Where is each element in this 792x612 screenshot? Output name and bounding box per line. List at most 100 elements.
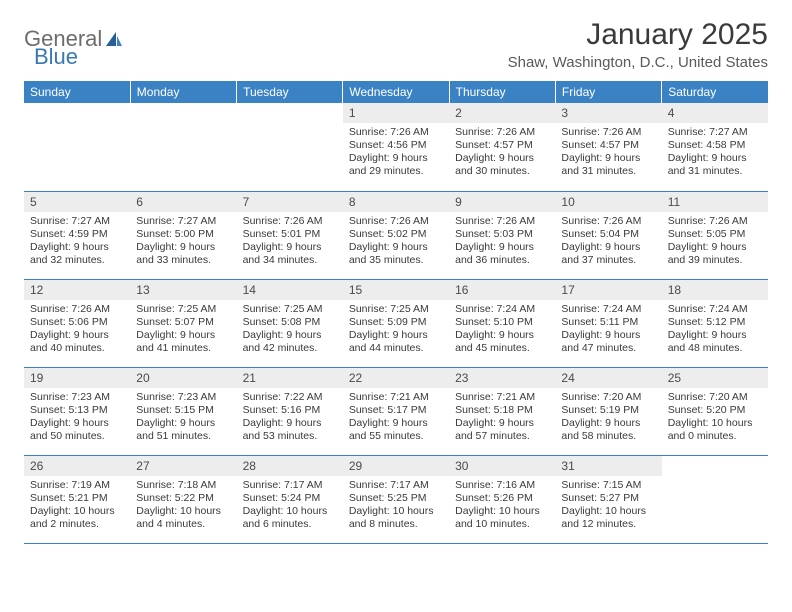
calendar-day-cell: 24Sunrise: 7:20 AMSunset: 5:19 PMDayligh… xyxy=(555,367,661,455)
calendar-day-cell: 6Sunrise: 7:27 AMSunset: 5:00 PMDaylight… xyxy=(130,191,236,279)
day-details: Sunrise: 7:26 AMSunset: 5:04 PMDaylight:… xyxy=(555,212,661,272)
weekday-header: Sunday xyxy=(24,81,130,103)
day-details: Sunrise: 7:26 AMSunset: 5:02 PMDaylight:… xyxy=(343,212,449,272)
day-number: 25 xyxy=(662,368,768,388)
day-details: Sunrise: 7:18 AMSunset: 5:22 PMDaylight:… xyxy=(130,476,236,536)
calendar-week-row: 19Sunrise: 7:23 AMSunset: 5:13 PMDayligh… xyxy=(24,367,768,455)
day-details: Sunrise: 7:23 AMSunset: 5:15 PMDaylight:… xyxy=(130,388,236,448)
day-details: Sunrise: 7:16 AMSunset: 5:26 PMDaylight:… xyxy=(449,476,555,536)
calendar-day-cell: 4Sunrise: 7:27 AMSunset: 4:58 PMDaylight… xyxy=(662,103,768,191)
weekday-header: Thursday xyxy=(449,81,555,103)
weekday-header: Monday xyxy=(130,81,236,103)
calendar-day-cell: 5Sunrise: 7:27 AMSunset: 4:59 PMDaylight… xyxy=(24,191,130,279)
calendar-empty-cell xyxy=(662,455,768,543)
day-details: Sunrise: 7:20 AMSunset: 5:19 PMDaylight:… xyxy=(555,388,661,448)
day-details: Sunrise: 7:15 AMSunset: 5:27 PMDaylight:… xyxy=(555,476,661,536)
calendar-day-cell: 23Sunrise: 7:21 AMSunset: 5:18 PMDayligh… xyxy=(449,367,555,455)
day-details: Sunrise: 7:20 AMSunset: 5:20 PMDaylight:… xyxy=(662,388,768,448)
day-number: 2 xyxy=(449,103,555,123)
day-number: 3 xyxy=(555,103,661,123)
day-number: 19 xyxy=(24,368,130,388)
day-details: Sunrise: 7:26 AMSunset: 4:57 PMDaylight:… xyxy=(449,123,555,183)
day-number: 21 xyxy=(237,368,343,388)
calendar-day-cell: 27Sunrise: 7:18 AMSunset: 5:22 PMDayligh… xyxy=(130,455,236,543)
calendar-day-cell: 7Sunrise: 7:26 AMSunset: 5:01 PMDaylight… xyxy=(237,191,343,279)
weekday-header: Wednesday xyxy=(343,81,449,103)
day-details: Sunrise: 7:26 AMSunset: 5:05 PMDaylight:… xyxy=(662,212,768,272)
day-number: 22 xyxy=(343,368,449,388)
day-number: 1 xyxy=(343,103,449,123)
weekday-header: Friday xyxy=(555,81,661,103)
day-details: Sunrise: 7:27 AMSunset: 4:59 PMDaylight:… xyxy=(24,212,130,272)
calendar-day-cell: 26Sunrise: 7:19 AMSunset: 5:21 PMDayligh… xyxy=(24,455,130,543)
calendar-empty-cell xyxy=(237,103,343,191)
calendar-week-row: 1Sunrise: 7:26 AMSunset: 4:56 PMDaylight… xyxy=(24,103,768,191)
day-number: 11 xyxy=(662,192,768,212)
calendar-header-row: SundayMondayTuesdayWednesdayThursdayFrid… xyxy=(24,81,768,103)
day-number: 30 xyxy=(449,456,555,476)
day-details: Sunrise: 7:27 AMSunset: 4:58 PMDaylight:… xyxy=(662,123,768,183)
day-number: 12 xyxy=(24,280,130,300)
calendar-day-cell: 2Sunrise: 7:26 AMSunset: 4:57 PMDaylight… xyxy=(449,103,555,191)
calendar-day-cell: 20Sunrise: 7:23 AMSunset: 5:15 PMDayligh… xyxy=(130,367,236,455)
calendar-day-cell: 22Sunrise: 7:21 AMSunset: 5:17 PMDayligh… xyxy=(343,367,449,455)
day-details: Sunrise: 7:23 AMSunset: 5:13 PMDaylight:… xyxy=(24,388,130,448)
day-number: 5 xyxy=(24,192,130,212)
day-details: Sunrise: 7:26 AMSunset: 4:57 PMDaylight:… xyxy=(555,123,661,183)
calendar-page: General January 2025 Shaw, Washington, D… xyxy=(0,0,792,544)
calendar-day-cell: 17Sunrise: 7:24 AMSunset: 5:11 PMDayligh… xyxy=(555,279,661,367)
calendar-week-row: 26Sunrise: 7:19 AMSunset: 5:21 PMDayligh… xyxy=(24,455,768,543)
calendar-day-cell: 1Sunrise: 7:26 AMSunset: 4:56 PMDaylight… xyxy=(343,103,449,191)
day-details: Sunrise: 7:17 AMSunset: 5:25 PMDaylight:… xyxy=(343,476,449,536)
day-details: Sunrise: 7:26 AMSunset: 4:56 PMDaylight:… xyxy=(343,123,449,183)
calendar-week-row: 5Sunrise: 7:27 AMSunset: 4:59 PMDaylight… xyxy=(24,191,768,279)
calendar-empty-cell xyxy=(24,103,130,191)
calendar-week-row: 12Sunrise: 7:26 AMSunset: 5:06 PMDayligh… xyxy=(24,279,768,367)
day-details: Sunrise: 7:26 AMSunset: 5:01 PMDaylight:… xyxy=(237,212,343,272)
day-details: Sunrise: 7:24 AMSunset: 5:10 PMDaylight:… xyxy=(449,300,555,360)
day-details: Sunrise: 7:25 AMSunset: 5:09 PMDaylight:… xyxy=(343,300,449,360)
calendar-day-cell: 11Sunrise: 7:26 AMSunset: 5:05 PMDayligh… xyxy=(662,191,768,279)
day-details: Sunrise: 7:24 AMSunset: 5:11 PMDaylight:… xyxy=(555,300,661,360)
title-block: January 2025 Shaw, Washington, D.C., Uni… xyxy=(508,18,768,71)
logo-sail-icon xyxy=(104,30,124,48)
day-number: 24 xyxy=(555,368,661,388)
calendar-day-cell: 29Sunrise: 7:17 AMSunset: 5:25 PMDayligh… xyxy=(343,455,449,543)
day-details: Sunrise: 7:19 AMSunset: 5:21 PMDaylight:… xyxy=(24,476,130,536)
calendar-day-cell: 31Sunrise: 7:15 AMSunset: 5:27 PMDayligh… xyxy=(555,455,661,543)
calendar-day-cell: 12Sunrise: 7:26 AMSunset: 5:06 PMDayligh… xyxy=(24,279,130,367)
day-number: 23 xyxy=(449,368,555,388)
calendar-day-cell: 21Sunrise: 7:22 AMSunset: 5:16 PMDayligh… xyxy=(237,367,343,455)
calendar-empty-cell xyxy=(130,103,236,191)
day-number: 16 xyxy=(449,280,555,300)
calendar-day-cell: 25Sunrise: 7:20 AMSunset: 5:20 PMDayligh… xyxy=(662,367,768,455)
day-number: 13 xyxy=(130,280,236,300)
calendar-day-cell: 28Sunrise: 7:17 AMSunset: 5:24 PMDayligh… xyxy=(237,455,343,543)
day-details: Sunrise: 7:27 AMSunset: 5:00 PMDaylight:… xyxy=(130,212,236,272)
header: General January 2025 Shaw, Washington, D… xyxy=(24,18,768,71)
day-details: Sunrise: 7:25 AMSunset: 5:07 PMDaylight:… xyxy=(130,300,236,360)
weekday-header: Tuesday xyxy=(237,81,343,103)
day-details: Sunrise: 7:21 AMSunset: 5:17 PMDaylight:… xyxy=(343,388,449,448)
day-number: 9 xyxy=(449,192,555,212)
day-details: Sunrise: 7:26 AMSunset: 5:03 PMDaylight:… xyxy=(449,212,555,272)
calendar-day-cell: 3Sunrise: 7:26 AMSunset: 4:57 PMDaylight… xyxy=(555,103,661,191)
calendar-day-cell: 13Sunrise: 7:25 AMSunset: 5:07 PMDayligh… xyxy=(130,279,236,367)
day-details: Sunrise: 7:25 AMSunset: 5:08 PMDaylight:… xyxy=(237,300,343,360)
calendar-day-cell: 9Sunrise: 7:26 AMSunset: 5:03 PMDaylight… xyxy=(449,191,555,279)
day-number: 17 xyxy=(555,280,661,300)
logo-text-blue: Blue xyxy=(34,44,78,70)
day-number: 10 xyxy=(555,192,661,212)
day-number: 18 xyxy=(662,280,768,300)
day-number: 27 xyxy=(130,456,236,476)
calendar-table: SundayMondayTuesdayWednesdayThursdayFrid… xyxy=(24,81,768,544)
day-details: Sunrise: 7:17 AMSunset: 5:24 PMDaylight:… xyxy=(237,476,343,536)
calendar-day-cell: 10Sunrise: 7:26 AMSunset: 5:04 PMDayligh… xyxy=(555,191,661,279)
day-number: 4 xyxy=(662,103,768,123)
calendar-day-cell: 8Sunrise: 7:26 AMSunset: 5:02 PMDaylight… xyxy=(343,191,449,279)
calendar-day-cell: 19Sunrise: 7:23 AMSunset: 5:13 PMDayligh… xyxy=(24,367,130,455)
calendar-day-cell: 30Sunrise: 7:16 AMSunset: 5:26 PMDayligh… xyxy=(449,455,555,543)
day-number: 15 xyxy=(343,280,449,300)
day-details: Sunrise: 7:26 AMSunset: 5:06 PMDaylight:… xyxy=(24,300,130,360)
day-number: 6 xyxy=(130,192,236,212)
